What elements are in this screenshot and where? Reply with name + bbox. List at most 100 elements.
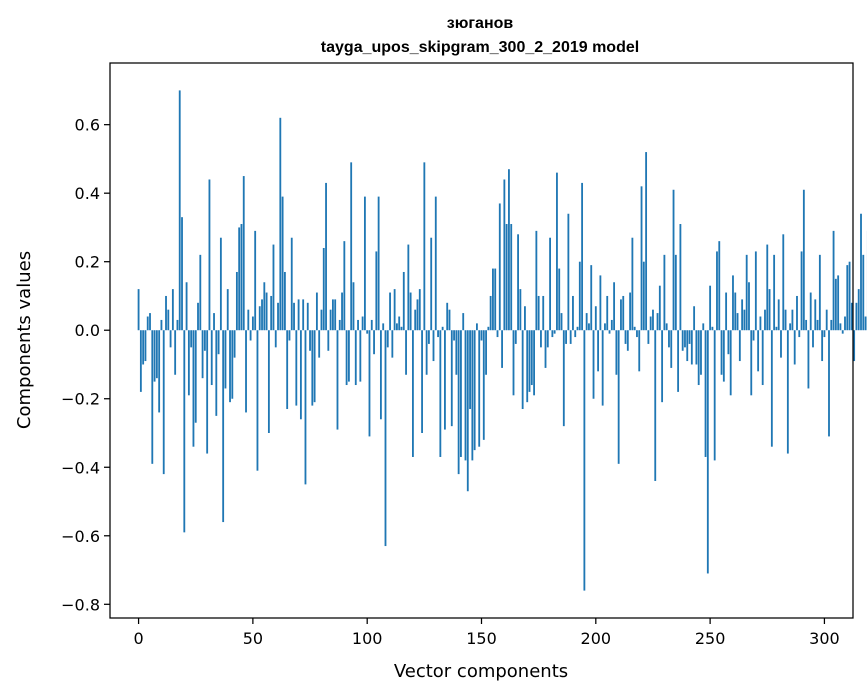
bar: [206, 330, 209, 454]
bar: [444, 330, 446, 430]
bar: [853, 330, 856, 362]
bar: [151, 330, 154, 464]
bar: [617, 330, 620, 464]
bar: [153, 330, 156, 382]
bar: [190, 330, 193, 348]
bar: [585, 313, 588, 331]
bar: [553, 330, 556, 334]
bar: [320, 309, 323, 331]
bar: [288, 330, 291, 341]
bar: [663, 254, 666, 331]
bar: [224, 330, 227, 389]
bar: [796, 295, 798, 331]
bar: [482, 330, 485, 440]
bar: [414, 309, 417, 331]
bar: [656, 313, 659, 331]
bar: [832, 230, 835, 331]
bar: [629, 292, 632, 331]
x-axis-ticks: 0 50 100 150 200 250 300: [133, 618, 840, 648]
bar: [267, 330, 270, 433]
x-tick-label: 200: [581, 629, 612, 648]
bar: [473, 330, 476, 451]
bar: [681, 330, 684, 351]
bar: [238, 227, 241, 331]
bar: [665, 323, 668, 331]
bar: [352, 282, 355, 331]
bar: [194, 330, 197, 423]
bar: [453, 330, 455, 341]
bar: [766, 244, 769, 331]
bar: [311, 330, 314, 406]
bar: [508, 169, 510, 331]
bar: [574, 330, 577, 338]
bar: [590, 265, 593, 331]
bar: [492, 268, 494, 331]
bar: [622, 295, 625, 331]
bar: [258, 306, 261, 331]
bar: [375, 251, 378, 331]
bar: [487, 326, 490, 331]
bar: [197, 302, 199, 331]
bar: [368, 330, 371, 437]
bar: [315, 292, 318, 331]
bar: [668, 330, 670, 348]
bar: [338, 319, 341, 331]
bar: [498, 203, 501, 331]
bar: [160, 319, 163, 331]
bar: [830, 319, 833, 331]
bar: [286, 330, 289, 410]
bar: [601, 330, 604, 406]
bar: [713, 330, 716, 461]
x-axis-label: Vector components: [394, 661, 568, 682]
bar: [613, 282, 616, 331]
bar: [526, 330, 529, 403]
bar: [583, 330, 586, 591]
bar: [599, 275, 602, 331]
bar: [494, 268, 497, 331]
bar: [277, 302, 279, 331]
bar: [217, 330, 220, 355]
bar: [347, 330, 350, 382]
bar: [604, 323, 606, 331]
bar: [814, 299, 817, 331]
bar: [633, 326, 636, 331]
y-axis-ticks: −0.8 −0.6 −0.4 −0.2 0.0 0.2 0.4 0.6: [61, 116, 110, 614]
bar: [441, 326, 444, 331]
bar: [722, 330, 725, 382]
bar: [768, 289, 771, 331]
bar: [540, 330, 542, 348]
bar: [560, 313, 563, 331]
bar: [215, 330, 218, 416]
bar: [718, 241, 721, 331]
bar: [725, 292, 728, 331]
bar: [478, 330, 481, 447]
bar: [638, 330, 641, 372]
bar: [764, 309, 766, 331]
bar: [562, 330, 565, 427]
bar: [149, 313, 151, 331]
x-tick-label: 150: [466, 629, 497, 648]
bar: [652, 309, 654, 331]
bar: [608, 330, 611, 334]
bar: [777, 299, 780, 331]
bar: [391, 330, 394, 358]
bar: [782, 234, 785, 331]
bar: [139, 330, 142, 392]
bar: [578, 261, 581, 331]
bar: [738, 330, 741, 362]
bar: [679, 224, 682, 331]
chart-title-line1: зюганов: [447, 15, 514, 32]
bar: [389, 292, 391, 331]
bar: [222, 330, 225, 523]
bar: [816, 319, 819, 331]
bar: [860, 213, 862, 331]
bar: [677, 330, 680, 392]
bar: [416, 299, 419, 331]
bar: [254, 230, 257, 331]
bar: [572, 295, 574, 331]
bar: [322, 248, 325, 331]
bar: [761, 330, 764, 386]
bar: [558, 268, 561, 331]
bar: [423, 162, 426, 331]
